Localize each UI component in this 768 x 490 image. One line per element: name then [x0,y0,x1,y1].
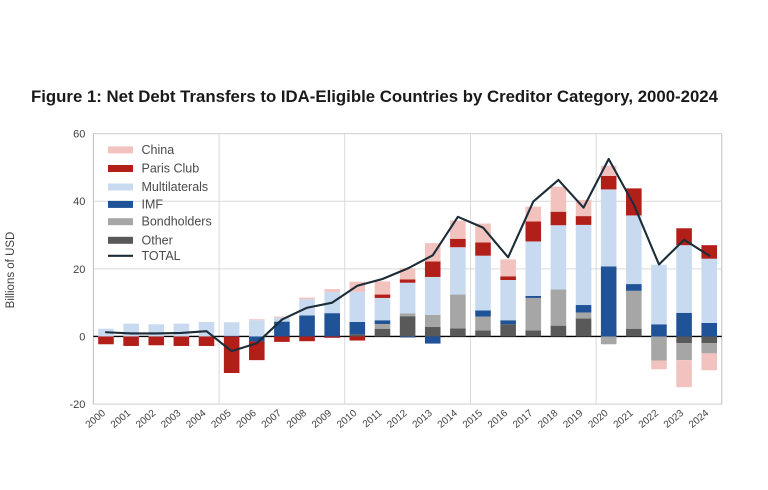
svg-text:0: 0 [79,331,85,343]
svg-text:TOTAL: TOTAL [142,249,181,263]
svg-text:60: 60 [73,129,85,141]
svg-text:Paris Club: Paris Club [142,162,200,176]
svg-text:Other: Other [142,233,173,247]
svg-text:-20: -20 [69,399,85,411]
svg-text:China: China [142,143,175,157]
svg-text:Figure 1: Net Debt Transfers t: Figure 1: Net Debt Transfers to IDA-Elig… [31,87,719,106]
svg-text:Bondholders: Bondholders [142,215,212,229]
svg-text:40: 40 [73,196,85,208]
svg-text:IMF: IMF [142,197,164,211]
svg-text:Multilaterals: Multilaterals [142,180,209,194]
svg-text:Billions of USD: Billions of USD [5,232,17,309]
svg-text:20: 20 [73,264,85,276]
